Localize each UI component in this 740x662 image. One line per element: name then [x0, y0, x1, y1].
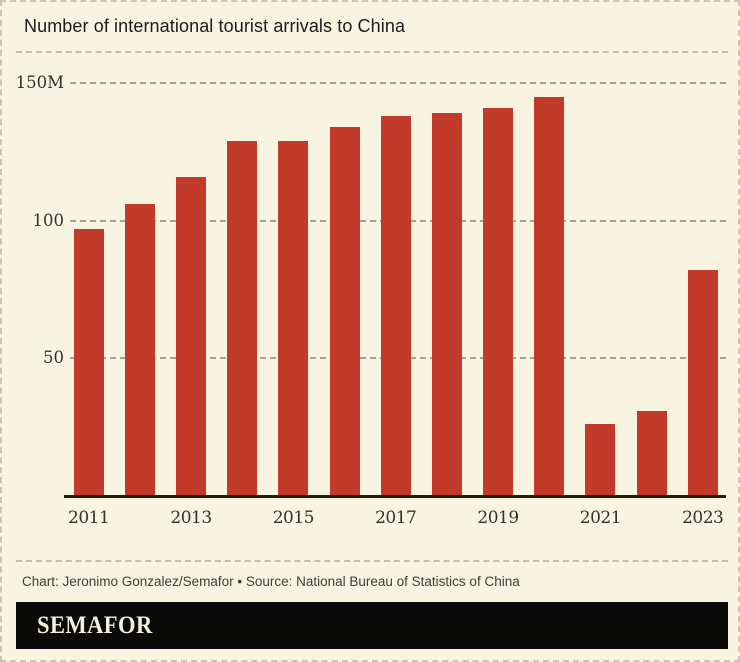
x-tick-label: 2011 [68, 508, 110, 528]
x-tick-label: 2013 [170, 508, 212, 528]
bar-2016 [329, 127, 360, 496]
bar-2012 [124, 204, 155, 496]
bar-2023 [687, 270, 718, 496]
bar-2018 [431, 113, 462, 496]
x-tick-label: 2017 [375, 508, 417, 528]
bar-2022 [636, 410, 667, 496]
bar-2015 [278, 140, 309, 496]
title-separator [16, 51, 728, 53]
chart-title: Number of international tourist arrivals… [24, 16, 406, 36]
bar-2013 [176, 176, 207, 496]
y-tick-label: 150M [15, 73, 64, 93]
x-tick-label: 2019 [477, 508, 519, 528]
x-tick-label: 2015 [272, 508, 315, 528]
bar-2020 [534, 96, 565, 496]
x-axis-line [64, 495, 726, 498]
semafor-logo-bar: SEMAFOR [16, 602, 728, 649]
bar-2011 [73, 228, 104, 496]
credit-source-note: Chart: Jeronimo Gonzalez/Semafor • Sourc… [22, 574, 520, 589]
bar-2019 [483, 107, 514, 496]
y-tick-label: 100 [32, 210, 65, 230]
bar-2017 [380, 116, 411, 496]
y-tick-label: 50 [43, 348, 64, 368]
footer-separator [16, 560, 728, 562]
gridline-150 [70, 82, 726, 85]
bar-2014 [227, 140, 258, 496]
x-tick-label: 2023 [682, 508, 724, 528]
x-tick-label: 2021 [579, 508, 622, 528]
semafor-logo: SEMAFOR [37, 611, 153, 639]
bar-2021 [585, 424, 616, 496]
